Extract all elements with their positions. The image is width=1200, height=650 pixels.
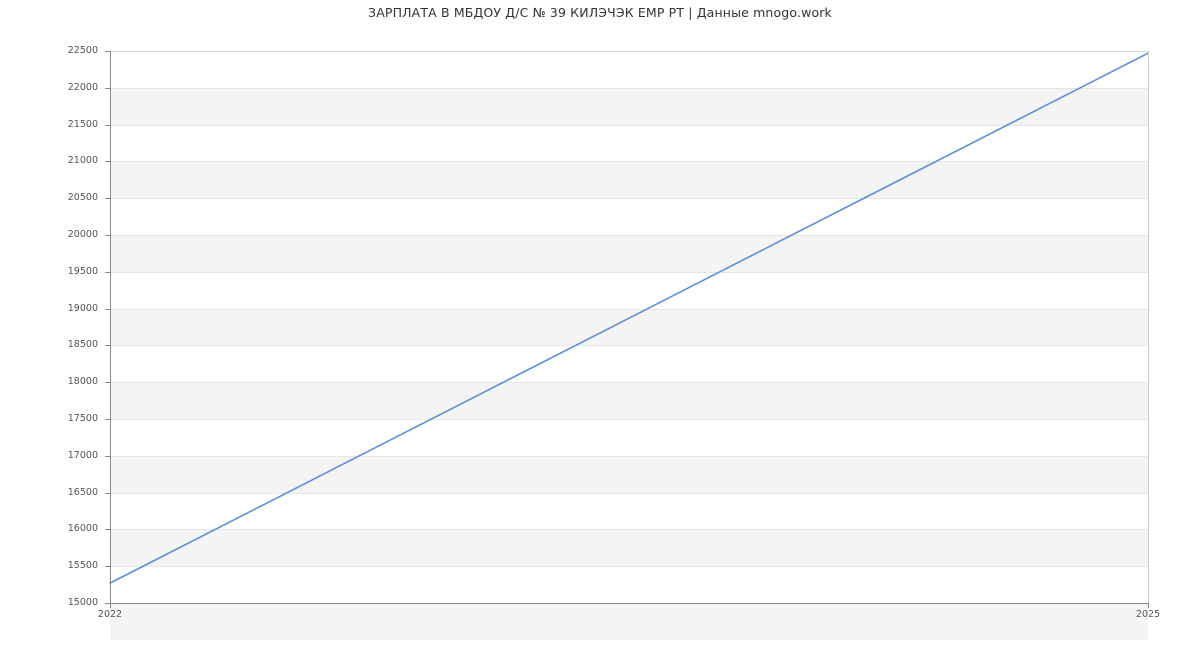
y-tick-mark xyxy=(105,51,110,52)
y-tick-label: 15000 xyxy=(67,597,98,608)
gridline xyxy=(110,271,1148,273)
y-tick-mark xyxy=(105,87,110,89)
y-tick-label: 21000 xyxy=(67,155,98,167)
plot-border-right xyxy=(1148,51,1149,603)
y-tick-mark xyxy=(105,455,110,457)
plot-band xyxy=(110,456,1148,493)
plot-area xyxy=(109,51,1149,640)
y-tick-mark xyxy=(105,419,110,420)
y-tick-mark xyxy=(105,124,110,126)
gridline xyxy=(110,455,1148,457)
y-tick-mark xyxy=(105,529,110,531)
plot-band xyxy=(110,529,1148,567)
gridline xyxy=(110,87,1148,89)
gridline xyxy=(110,419,1148,420)
y-tick-label: 17500 xyxy=(67,413,98,424)
x-tick-label: 2022 xyxy=(97,609,123,620)
y-tick-mark xyxy=(105,271,110,273)
y-tick-mark xyxy=(105,198,110,200)
y-tick-label: 20000 xyxy=(67,229,98,240)
plot-band xyxy=(110,235,1148,272)
y-tick-label: 18000 xyxy=(67,376,98,388)
gridline xyxy=(110,124,1148,126)
gridline xyxy=(110,198,1148,200)
y-tick-mark xyxy=(105,345,110,347)
y-tick-mark xyxy=(105,161,110,163)
gridline xyxy=(110,161,1148,163)
x-axis-line xyxy=(110,603,1149,604)
plot-band xyxy=(110,308,1148,346)
plot-band xyxy=(110,161,1148,199)
x-tick-mark xyxy=(1148,603,1149,608)
y-tick-label: 19000 xyxy=(67,302,98,314)
y-tick-label: 21500 xyxy=(67,118,98,130)
plot-band xyxy=(110,88,1148,125)
y-tick-label: 18500 xyxy=(67,339,98,351)
gridline xyxy=(110,529,1148,531)
x-tick-mark xyxy=(110,603,111,608)
y-tick-label: 16500 xyxy=(67,486,98,498)
y-tick-label: 19500 xyxy=(67,265,98,277)
y-tick-label: 22000 xyxy=(67,81,98,93)
gridline xyxy=(110,492,1148,494)
gridline xyxy=(110,382,1148,384)
y-tick-mark xyxy=(105,603,110,604)
series-line-layer xyxy=(109,52,1149,584)
gridline xyxy=(110,566,1148,568)
y-tick-mark xyxy=(105,235,110,236)
y-tick-label: 16000 xyxy=(67,523,98,535)
gridline xyxy=(110,308,1148,310)
gridline xyxy=(110,235,1148,236)
y-tick-label: 20500 xyxy=(67,192,98,204)
y-tick-mark xyxy=(105,492,110,494)
chart-title: ЗАРПЛАТА В МБДОУ Д/С № 39 КИЛЭЧЭК ЕМР РТ… xyxy=(368,5,832,20)
plot-band xyxy=(110,382,1148,420)
x-tick-label: 2025 xyxy=(1135,609,1161,620)
y-tick-label: 15500 xyxy=(67,560,98,572)
y-tick-mark xyxy=(105,566,110,568)
gridline xyxy=(110,345,1148,347)
y-tick-label: 22500 xyxy=(67,45,98,56)
y-tick-mark xyxy=(105,382,110,384)
y-tick-label: 17000 xyxy=(67,449,98,461)
y-tick-mark xyxy=(105,308,110,310)
plot-border-top xyxy=(110,51,1149,52)
series-line xyxy=(109,52,1149,584)
plot-band xyxy=(110,603,1148,640)
y-axis-line xyxy=(110,51,111,603)
